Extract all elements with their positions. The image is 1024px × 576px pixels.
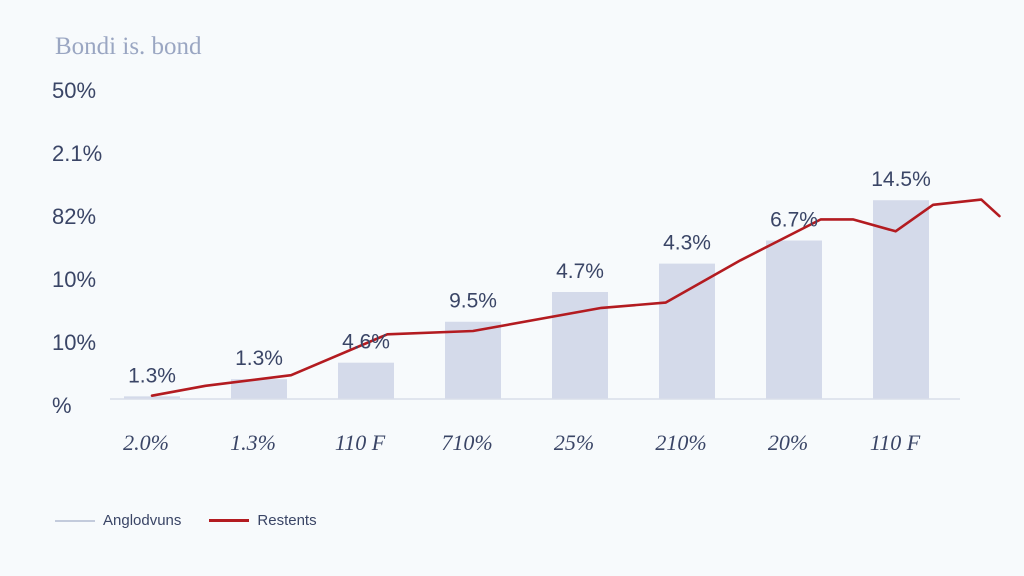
x-tick-label: 1.3% [230,430,276,455]
bar [445,321,501,399]
data-labels: 1.3% 1.3% 4.6% 9.5% 4.7% 4.3% 6.7% 14.5% [128,168,931,387]
bar [873,200,929,399]
y-axis-ticks: 50% 2.1% 82% 10% 10%% [52,78,102,418]
x-tick-label: 2.0% [123,430,169,455]
bar [766,240,822,399]
bar-data-label: 4.6% [342,331,390,354]
line-series [150,198,1001,398]
bar [338,362,394,399]
bars [124,200,929,399]
legend: Anglodvuns Restents [55,512,317,529]
legend-swatch-bars [55,519,95,522]
y-tick-label: 10% [52,267,96,292]
bar-data-label: 4.7% [556,260,604,283]
x-tick-label: 710% [441,430,492,455]
line-series-path [150,198,1001,398]
bar-data-label: 1.3% [235,347,283,370]
legend-label-line: Restents [257,512,317,529]
y-tick-label: % [52,393,72,418]
bar [231,379,287,399]
bar-data-label: 1.3% [128,364,176,387]
y-tick-label: 82% [52,204,96,229]
bar [552,292,608,399]
x-tick-label: 210% [655,430,706,455]
x-tick-label: 20% [768,430,808,455]
x-axis-ticks: 2.0% 1.3% 110 F 710% 25% 210% 20% 110 F [123,430,921,455]
bar [124,396,180,399]
y-tick-label: 50% [52,78,96,103]
bar-data-label: 9.5% [449,290,497,313]
legend-item-bars[interactable]: Anglodvuns [55,512,181,529]
y-tick-label: 10% [52,330,96,355]
bar [659,263,715,399]
bar-data-label: 6.7% [770,209,818,232]
legend-label-bars: Anglodvuns [103,512,182,529]
chart-title: Bondi is. bond [55,33,202,60]
bar-data-label: 4.3% [663,232,711,255]
x-tick-label: 25% [554,430,594,455]
x-tick-label: 110 F [335,430,386,455]
x-tick-label: 110 F [870,430,921,455]
y-tick-label: 2.1% [52,141,102,166]
legend-item-line[interactable]: Restents [209,512,317,529]
bar-data-label: 14.5% [871,168,931,191]
legend-swatch-line [209,519,250,522]
